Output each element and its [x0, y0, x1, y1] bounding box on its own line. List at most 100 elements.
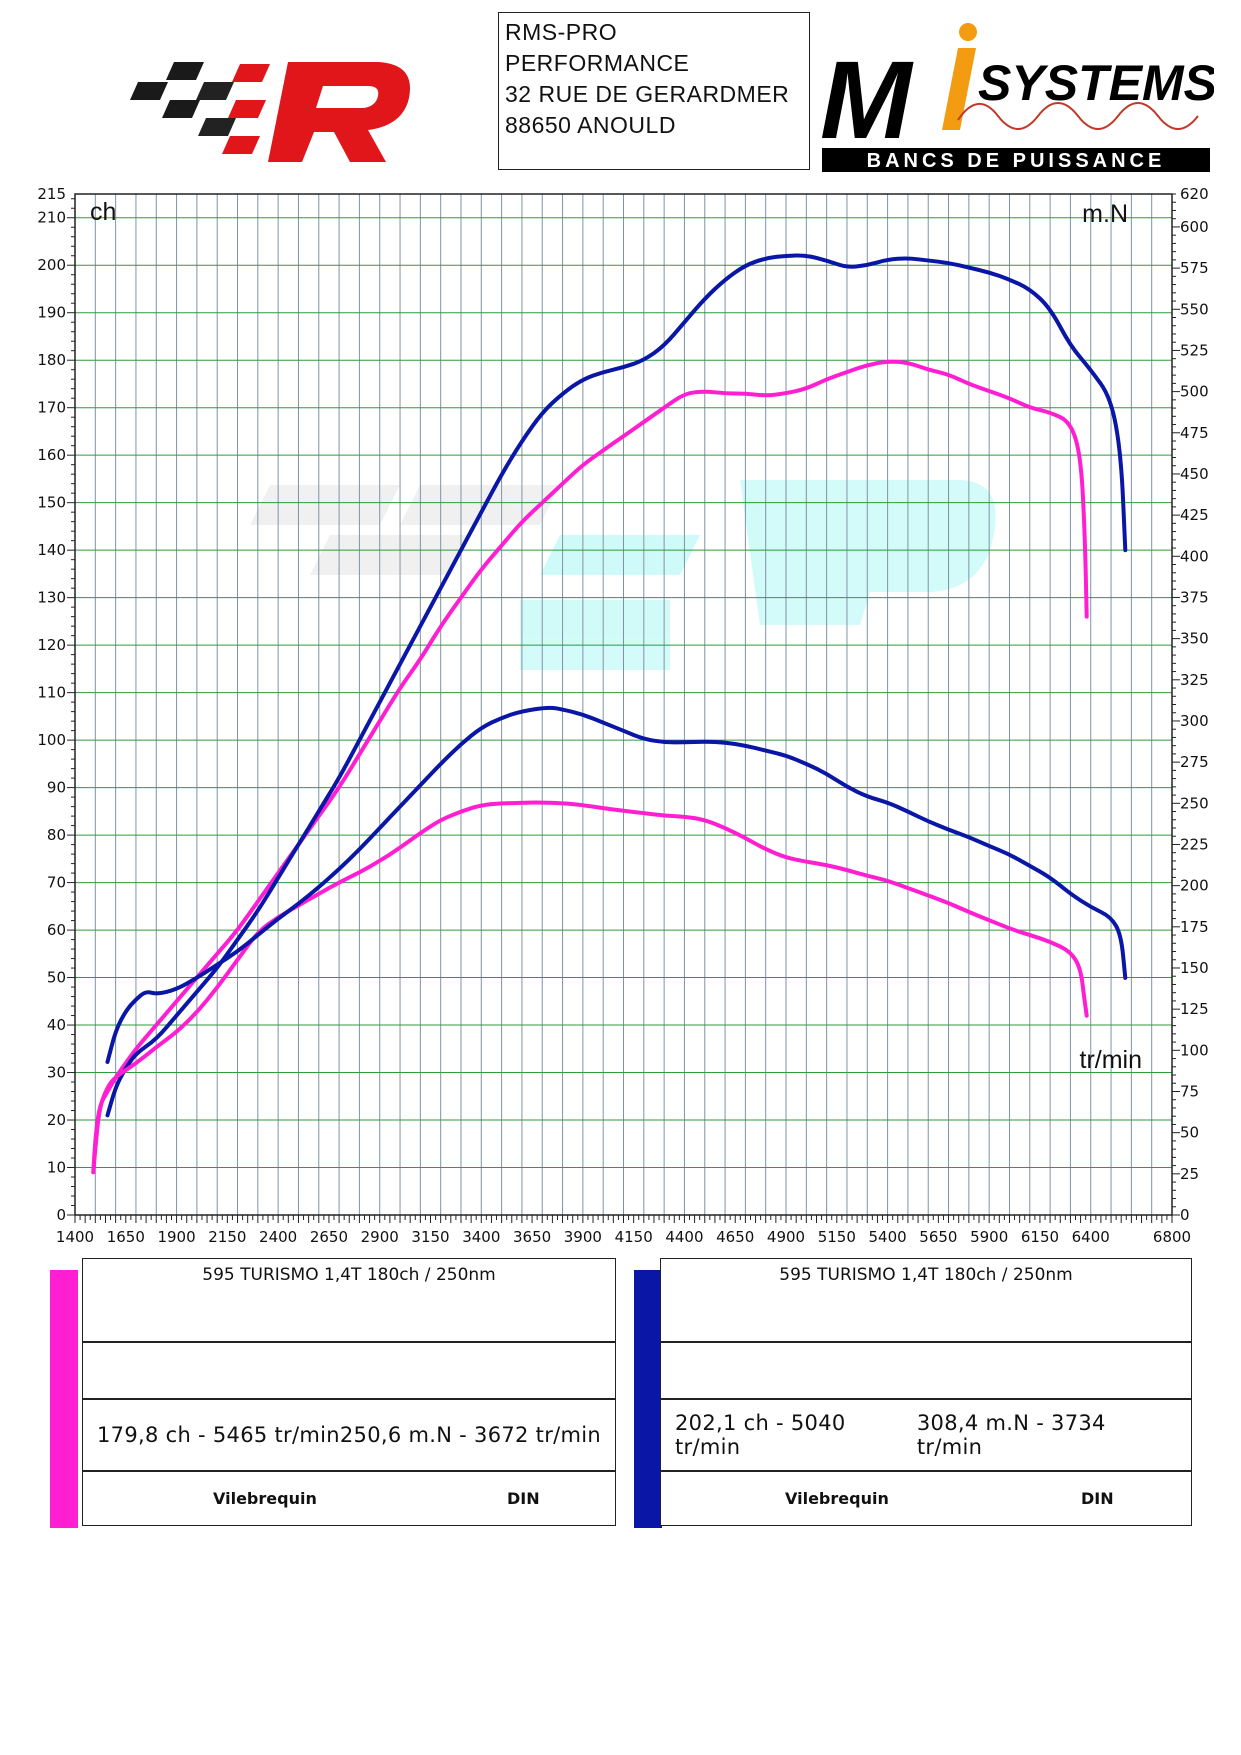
y-right-tick-label: 175	[1180, 918, 1209, 936]
y-left-tick-label: 90	[47, 779, 66, 797]
legend-panel-pink: 595 TURISMO 1,4T 180ch / 250nm 179,8 ch …	[46, 1258, 616, 1528]
legend-spacer-row	[83, 1343, 615, 1400]
x-tick-label: 3900	[564, 1228, 602, 1246]
x-tick-label: 4650	[716, 1228, 754, 1246]
x-tick-label: 6400	[1072, 1228, 1110, 1246]
y-left-tick-label: 110	[37, 684, 66, 702]
address-line: 32 RUE DE GERARDMER	[505, 81, 790, 107]
y-right-tick-label: 0	[1180, 1206, 1190, 1224]
y-right-tick-label: 525	[1180, 341, 1209, 359]
address-line: RMS-PRO	[505, 19, 618, 45]
legend-box: 595 TURISMO 1,4T 180ch / 250nm 202,1 ch …	[660, 1258, 1192, 1526]
y-right-tick-label: 25	[1180, 1165, 1199, 1183]
chart-series	[91, 253, 1128, 1175]
x-tick-label: 5650	[919, 1228, 957, 1246]
legend-title: 595 TURISMO 1,4T 180ch / 250nm	[83, 1259, 615, 1343]
y-right-tick-label: 400	[1180, 547, 1209, 565]
x-tick-label: 2150	[208, 1228, 246, 1246]
y-left-tick-label: 70	[47, 874, 66, 892]
y-left-tick-label: 140	[37, 541, 66, 559]
legend-title: 595 TURISMO 1,4T 180ch / 250nm	[661, 1259, 1191, 1343]
y-left-tick-label: 40	[47, 1016, 66, 1034]
legend-label-vilebrequin: Vilebrequin	[213, 1489, 317, 1508]
y-right-tick-label: 200	[1180, 877, 1209, 895]
legend-footer-row: Vilebrequin DIN	[83, 1472, 615, 1525]
y-left-tick-label: 50	[47, 969, 66, 987]
y-right-tick-label: 620	[1180, 185, 1209, 203]
x-tick-label: 4150	[615, 1228, 653, 1246]
chart-grid	[75, 194, 1172, 1215]
legend-values-row: 202,1 ch - 5040 tr/min 308,4 m.N - 3734 …	[661, 1400, 1191, 1472]
y-axis-left-ticks: 0 10 20 30 40 50 60 70 80 90 100 110 120 130 140 150 160…	[37, 185, 75, 1224]
y-left-tick-label: 180	[37, 351, 66, 369]
legend-swatch	[50, 1270, 78, 1528]
address-line: PERFORMANCE	[505, 50, 690, 76]
y-left-tick-label: 130	[37, 589, 66, 607]
y-axis-right-ticks: 0 25 50 75 100 125 150 175 200 225 250 275 300 325 350…	[1172, 185, 1209, 1224]
y-right-tick-label: 550	[1180, 300, 1209, 318]
y-left-tick-label: 200	[37, 256, 66, 274]
logo-tagline: BANCS DE PUISSANCE	[867, 150, 1166, 172]
series-line-power-blue	[105, 253, 1128, 1118]
y-left-tick-label: 170	[37, 399, 66, 417]
x-tick-label: 5400	[868, 1228, 906, 1246]
x-tick-label: 2900	[361, 1228, 399, 1246]
mi-systems-logo: M SYSTEMS BANCS DE PUISSANCE	[820, 23, 1214, 172]
x-tick-label: 3650	[513, 1228, 551, 1246]
rms-logo	[130, 62, 410, 162]
series-line-torque-pink	[91, 800, 1089, 1175]
y-right-tick-label: 475	[1180, 424, 1209, 442]
y-right-tick-label: 600	[1180, 218, 1209, 236]
x-axis-ticks: 1400 1650 1900 2150 2400 2650 2900 3150 3400 3650…	[56, 1215, 1191, 1246]
y-left-tick-label: 0	[56, 1206, 66, 1224]
y-right-tick-label: 425	[1180, 506, 1209, 524]
y-right-tick-label: 325	[1180, 671, 1209, 689]
legend-torque-value: 250,6 m.N - 3672 tr/min	[339, 1423, 601, 1447]
y-right-unit-label: m.N	[1082, 200, 1128, 228]
y-right-tick-label: 75	[1180, 1082, 1199, 1100]
legend-values-row: 179,8 ch - 5465 tr/min 250,6 m.N - 3672 …	[83, 1400, 615, 1472]
y-right-tick-label: 450	[1180, 465, 1209, 483]
legend-torque-value: 308,4 m.N - 3734 tr/min	[916, 1411, 1106, 1459]
legend-label-din: DIN	[507, 1489, 540, 1508]
legend-label-vilebrequin: Vilebrequin	[785, 1489, 889, 1508]
y-left-tick-label: 150	[37, 494, 66, 512]
x-tick-label: 5150	[818, 1228, 856, 1246]
x-tick-label: 4900	[767, 1228, 805, 1246]
address-box: RMS-PRO PERFORMANCE 32 RUE DE GERARDMER …	[498, 12, 810, 170]
legend-power-value: 179,8 ch - 5465 tr/min	[97, 1423, 340, 1447]
logo-brand-suffix: SYSTEMS	[978, 55, 1214, 111]
y-left-tick-label: 160	[37, 446, 66, 464]
legend-label-din: DIN	[1081, 1489, 1114, 1508]
y-left-tick-label: 190	[37, 304, 66, 322]
y-left-tick-label: 120	[37, 636, 66, 654]
x-tick-label: 2650	[310, 1228, 348, 1246]
legend-power-value: 202,1 ch - 5040 tr/min	[675, 1411, 846, 1459]
x-tick-label: 2400	[259, 1228, 297, 1246]
x-tick-label: 1400	[56, 1228, 94, 1246]
y-right-tick-label: 150	[1180, 959, 1209, 977]
y-left-tick-label: 80	[47, 826, 66, 844]
x-tick-label: 3400	[462, 1228, 500, 1246]
x-unit-label: tr/min	[1080, 1046, 1143, 1074]
y-right-tick-label: 50	[1180, 1124, 1199, 1142]
y-right-tick-label: 250	[1180, 794, 1209, 812]
y-left-tick-label: 210	[37, 209, 66, 227]
y-right-tick-label: 100	[1180, 1041, 1209, 1059]
x-tick-label: 5900	[970, 1228, 1008, 1246]
y-right-tick-label: 375	[1180, 588, 1209, 606]
dyno-chart: 1400 1650 1900 2150 2400 2650 2900 3150 3400 3650…	[37, 185, 1209, 1246]
y-left-tick-label: 100	[37, 731, 66, 749]
x-tick-label: 6800	[1153, 1228, 1191, 1246]
series-line-power-pink	[91, 359, 1089, 1175]
address-line: 88650 ANOULD	[505, 112, 676, 138]
legend-panel-blue: 595 TURISMO 1,4T 180ch / 250nm 202,1 ch …	[630, 1258, 1194, 1528]
y-left-tick-label: 215	[37, 185, 66, 203]
y-right-tick-label: 350	[1180, 630, 1209, 648]
watermark-logo	[250, 480, 996, 670]
y-left-tick-label: 20	[47, 1111, 66, 1129]
y-right-tick-label: 300	[1180, 712, 1209, 730]
y-left-tick-label: 30	[47, 1064, 66, 1082]
x-tick-label: 1650	[107, 1228, 145, 1246]
y-right-tick-label: 575	[1180, 259, 1209, 277]
